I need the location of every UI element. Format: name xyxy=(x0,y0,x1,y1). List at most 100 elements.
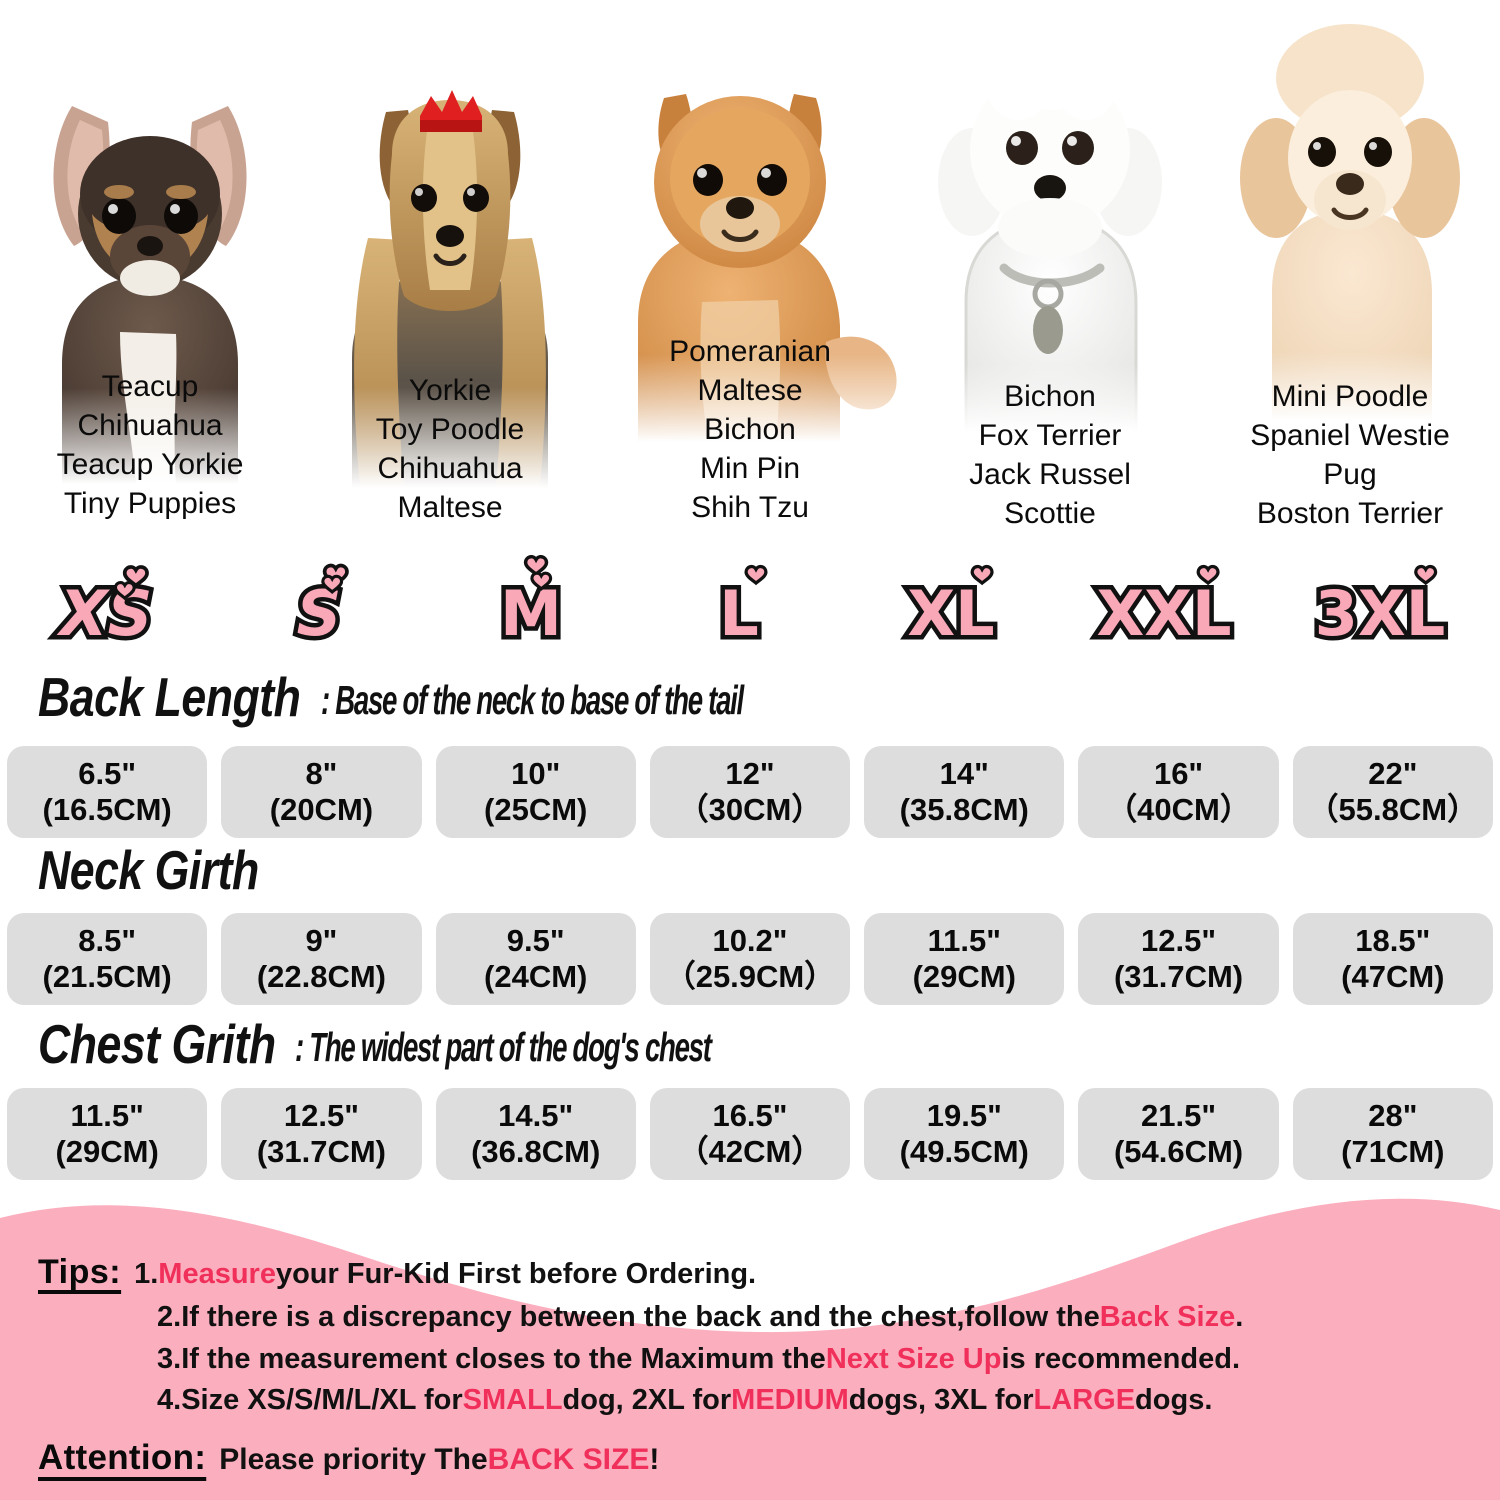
breed-list-s: Yorkie Toy Poodle Chihuahua Maltese xyxy=(300,371,600,545)
tip-text: is recommended. xyxy=(1001,1342,1241,1375)
heart-icon xyxy=(530,571,553,591)
chest-girth-header: Chest Grith : The widest part of the dog… xyxy=(38,1013,747,1076)
tip-highlight: MEDIUM xyxy=(731,1384,849,1417)
breed-name: Min Pin xyxy=(699,452,801,485)
value-cell: 14" (35.8CM) xyxy=(864,746,1065,838)
attention-text: ! xyxy=(649,1443,660,1477)
value-cm: (25CM) xyxy=(484,792,588,827)
tip-text: If the measurement closes to the Maximum… xyxy=(181,1342,826,1375)
value-cell: 12.5" (31.7CM) xyxy=(1078,913,1279,1005)
value-cm: (22.8CM) xyxy=(256,959,387,994)
size-text: XL xyxy=(908,577,995,647)
attention-text: Please priority The xyxy=(219,1443,488,1477)
value-inches: 16" xyxy=(1153,756,1204,792)
tip-text: your Fur-Kid First before Ordering. xyxy=(275,1258,757,1290)
tip-highlight: SMALL xyxy=(462,1384,563,1417)
value-cm: (71CM) xyxy=(1341,1134,1445,1169)
value-cell: 22" （55.8CM） xyxy=(1292,746,1493,838)
value-cm: (54.6CM) xyxy=(1113,1134,1244,1169)
value-cell: 19.5" (49.5CM) xyxy=(864,1088,1065,1180)
breed-photo-strip: Teacup Chihuahua Teacup Yorkie Tiny Pupp… xyxy=(0,0,1500,545)
size-text: M xyxy=(500,577,562,647)
breed-name: Chihuahua xyxy=(377,452,523,485)
breed-name: Jack Russel xyxy=(969,458,1131,491)
breed-name: Mini Poodle xyxy=(1271,380,1429,413)
value-cell: 21.5" (54.6CM) xyxy=(1078,1088,1279,1180)
tip-line-1: Tips: 1. Measure your Fur-Kid First befor… xyxy=(38,1248,1462,1297)
breed-name: Yorkie xyxy=(408,374,492,407)
value-cm: (47CM) xyxy=(1341,959,1445,994)
value-inches: 10" xyxy=(511,756,561,792)
value-cell: 12.5" (31.7CM) xyxy=(221,1088,422,1180)
value-inches: 12.5" xyxy=(1141,923,1217,959)
breed-name: Pomeranian xyxy=(669,335,831,368)
tips-panel-background xyxy=(0,1180,1500,1500)
heart-icon xyxy=(1414,564,1438,586)
value-inches: 28" xyxy=(1368,1098,1418,1134)
tip-line-3: 3. If the measurement closes to the Maxim… xyxy=(38,1339,1462,1381)
breed-name: Boston Terrier xyxy=(1256,497,1444,530)
section-title: Neck Girth xyxy=(38,839,259,901)
value-inches: 18.5" xyxy=(1355,923,1431,959)
section-note: : The widest part of the dog's chest xyxy=(294,1026,712,1071)
tip-text: Size XS/S/M/L/XL for xyxy=(181,1384,463,1417)
value-inches: 16.5" xyxy=(712,1098,788,1134)
value-inches: 8.5" xyxy=(78,923,137,959)
size-label-row: XS S M L xyxy=(0,552,1500,650)
value-inches: 14.5" xyxy=(498,1098,574,1134)
value-cell: 6.5" (16.5CM) xyxy=(7,746,208,838)
value-cm: (21.5CM) xyxy=(42,959,172,994)
tip-highlight: Next Size Up xyxy=(825,1342,1002,1375)
value-inches: 12" xyxy=(725,756,775,792)
tip-text: If there is a discrepancy between the ba… xyxy=(181,1300,1100,1333)
size-label-xxl: XXL xyxy=(1063,552,1276,650)
size-text: L xyxy=(719,577,759,647)
value-cell: 28" (71CM) xyxy=(1292,1088,1493,1180)
breed-name: Shih Tzu xyxy=(691,491,809,524)
value-cell: 8" (20CM) xyxy=(221,746,422,838)
value-cm: (24CM) xyxy=(484,959,588,994)
heart-icon xyxy=(123,565,150,589)
size-text: XS xyxy=(56,577,152,647)
value-inches: 9.5" xyxy=(506,923,565,959)
value-cm: (36.8CM) xyxy=(471,1134,601,1169)
breed-list-xs: Teacup Chihuahua Teacup Yorkie Tiny Pupp… xyxy=(0,367,300,545)
value-cm: (49.5CM) xyxy=(899,1134,1029,1169)
value-cell: 10" (25CM) xyxy=(435,746,636,838)
value-inches: 14" xyxy=(939,756,989,792)
tip-text: . xyxy=(1235,1300,1244,1333)
neck-girth-values: 8.5" (21.5CM) 9" (22.8CM) 9.5" (24CM) 10… xyxy=(0,913,1500,1005)
back-length-values: 6.5" (16.5CM) 8" (20CM) 10" (25CM) 12" （… xyxy=(0,746,1500,838)
breed-list-xxl: Mini Poodle Spaniel Westie Pug Boston Te… xyxy=(1200,377,1500,545)
tip-line-4: 4. Size XS/S/M/L/XL for SMALL dog, 2XL fo… xyxy=(38,1380,1462,1422)
value-cm: （42CM） xyxy=(677,1134,823,1169)
size-label-m: M xyxy=(425,552,638,650)
value-cm: （55.8CM） xyxy=(1307,792,1479,827)
value-inches: 9" xyxy=(305,923,338,959)
value-inches: 21.5" xyxy=(1141,1098,1217,1134)
breed-name: Toy Poodle xyxy=(375,413,525,446)
value-inches: 6.5" xyxy=(78,756,137,792)
value-cell: 11.5" (29CM) xyxy=(864,913,1065,1005)
breed-name: Bichon xyxy=(704,413,796,446)
heart-icon xyxy=(744,564,768,586)
breed-column-xl: Bichon Fox Terrier Jack Russel Scottie xyxy=(900,0,1200,545)
value-cell: 18.5" (47CM) xyxy=(1292,913,1493,1005)
heart-icon xyxy=(114,581,136,601)
value-cell: 16.5" （42CM） xyxy=(649,1088,851,1180)
tips-label: Tips: xyxy=(38,1253,122,1291)
size-label-xl: XL xyxy=(850,552,1063,650)
tip-number: 4. xyxy=(157,1384,182,1417)
tips-block: Tips: 1. Measure your Fur-Kid First befor… xyxy=(0,1248,1500,1478)
heart-icon xyxy=(524,555,549,577)
section-title: Back Length xyxy=(38,666,301,728)
breed-name: Teacup xyxy=(101,370,199,403)
neck-girth-header: Neck Girth xyxy=(38,839,278,902)
value-cm: (20CM) xyxy=(269,792,374,827)
value-cm: (29CM) xyxy=(912,959,1016,994)
size-label-xs: XS xyxy=(0,552,213,650)
breed-name: Bichon xyxy=(1004,380,1096,413)
value-inches: 10.2" xyxy=(712,923,788,959)
tip-line-2: 2. If there is a discrepancy between the … xyxy=(38,1297,1462,1339)
